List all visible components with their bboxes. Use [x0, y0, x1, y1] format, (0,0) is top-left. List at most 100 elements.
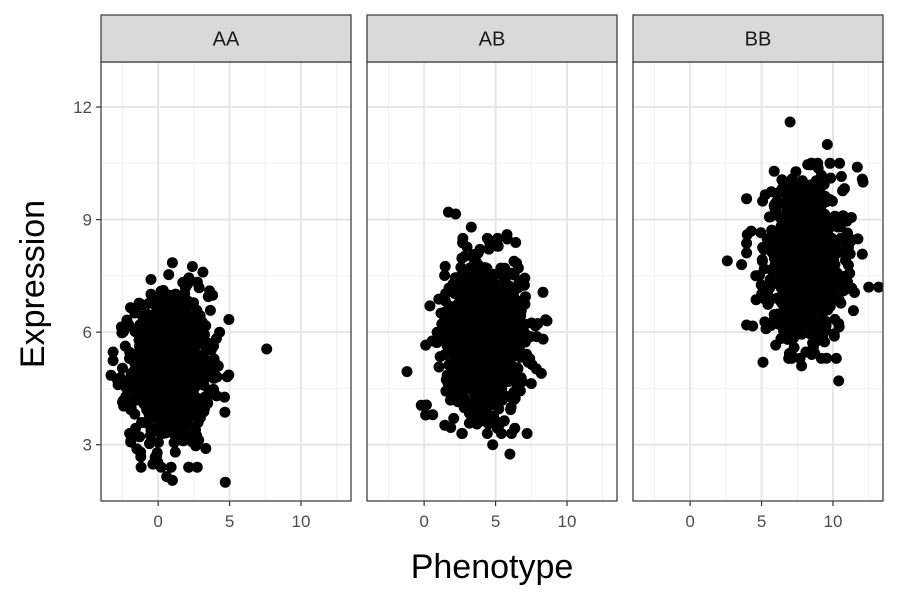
scatter-point	[829, 270, 841, 282]
scatter-point	[783, 278, 795, 289]
scatter-point	[511, 257, 523, 269]
scatter-point	[482, 365, 494, 377]
panels-layer: AA AB BB	[100, 14, 884, 502]
scatter-point	[190, 348, 202, 359]
scatter-point	[791, 308, 803, 320]
scatter-point	[532, 318, 544, 330]
x-tick-label: 5	[491, 512, 500, 531]
scatter-point	[512, 376, 524, 387]
scatter-point	[498, 264, 510, 276]
scatter-point	[455, 275, 467, 287]
scatter-point	[440, 385, 452, 397]
scatter-point	[830, 292, 842, 304]
scatter-point	[816, 286, 828, 297]
y-tick-label: 6	[83, 323, 92, 342]
scatter-point	[209, 370, 221, 382]
scatter-point	[795, 186, 807, 198]
facet-strip	[100, 14, 352, 63]
scatter-point	[433, 361, 445, 373]
scatter-point	[145, 274, 157, 285]
scatter-point	[822, 235, 834, 247]
scatter-point	[863, 281, 875, 293]
scatter-point	[755, 227, 767, 239]
scatter-point	[750, 294, 762, 306]
scatter-point	[796, 360, 808, 372]
scatter-point	[163, 269, 175, 281]
scatter-point	[817, 270, 829, 282]
scatter-point	[755, 279, 767, 291]
scatter-point	[495, 360, 507, 372]
scatter-point	[856, 248, 868, 260]
scatter-point	[498, 281, 510, 293]
scatter-point	[820, 299, 832, 311]
scatter-point	[792, 324, 803, 336]
panel-ab: AB	[366, 14, 618, 502]
scatter-point	[531, 331, 543, 343]
scatter-point	[129, 307, 141, 319]
scatter-point	[741, 247, 753, 259]
scatter-point	[458, 251, 470, 262]
scatter-point	[467, 364, 479, 376]
scatter-point	[187, 394, 199, 406]
scatter-point	[439, 295, 451, 307]
scatter-point	[168, 428, 180, 440]
scatter-point	[204, 285, 216, 297]
scatter-point	[133, 380, 145, 392]
scatter-point	[842, 227, 853, 239]
scatter-point	[741, 319, 753, 331]
scatter-point	[445, 394, 456, 406]
scatter-point	[487, 376, 499, 387]
scatter-point	[134, 431, 146, 443]
scatter-point	[420, 339, 432, 351]
scatter-point	[492, 240, 504, 252]
scatter-point	[457, 232, 469, 244]
scatter-point	[801, 232, 812, 244]
scatter-point	[842, 259, 854, 271]
scatter-point	[464, 377, 476, 389]
scatter-point	[443, 286, 455, 297]
panel-bb: BB	[632, 14, 884, 502]
scatter-point	[151, 364, 163, 376]
scatter-point	[144, 438, 155, 450]
scatter-point	[771, 278, 783, 290]
x-axis: 0 5 10 0 5 10 0 5 10	[153, 501, 842, 531]
scatter-points	[105, 257, 273, 488]
scatter-point	[798, 279, 810, 291]
scatter-point	[183, 272, 195, 284]
x-tick-label: 10	[558, 512, 577, 531]
scatter-point	[445, 422, 457, 433]
scatter-point	[201, 364, 213, 376]
scatter-point	[526, 359, 538, 371]
scatter-point	[788, 342, 800, 353]
scatter-point	[199, 338, 210, 350]
scatter-point	[145, 288, 157, 300]
scatter-point	[514, 385, 526, 397]
scatter-point	[802, 247, 814, 259]
scatter-point	[141, 310, 153, 322]
scatter-point	[736, 259, 748, 271]
scatter-point	[479, 282, 491, 294]
scatter-point	[439, 270, 451, 281]
scatter-point	[519, 291, 531, 303]
scatter-point	[200, 443, 212, 454]
scatter-point	[839, 284, 851, 295]
scatter-point	[721, 255, 733, 267]
scatter-point	[508, 394, 520, 405]
scatter-point	[163, 394, 175, 406]
scatter-point	[805, 303, 817, 315]
scatter-point	[125, 436, 137, 448]
scatter-point	[814, 201, 825, 212]
scatter-point	[467, 406, 479, 418]
scatter-point	[427, 409, 439, 421]
scatter-point	[211, 390, 223, 402]
scatter-point	[771, 195, 783, 207]
scatter-point	[502, 314, 514, 326]
scatter-point	[165, 461, 177, 473]
scatter-point	[208, 340, 220, 352]
scatter-point	[467, 264, 479, 276]
scatter-point	[765, 186, 777, 198]
scatter-point	[471, 315, 483, 327]
scatter-point	[873, 281, 883, 293]
facet-strip	[366, 14, 618, 63]
